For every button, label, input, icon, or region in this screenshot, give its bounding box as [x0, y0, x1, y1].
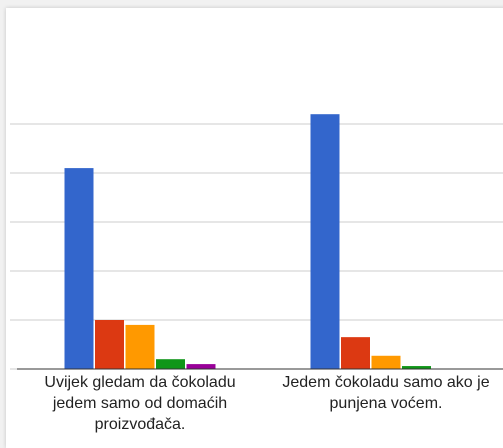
- bar: [186, 364, 216, 369]
- bar: [64, 168, 94, 369]
- bar: [341, 337, 370, 369]
- x-tick-label: Uvijek gledam da čokoladu jedem samo od …: [44, 374, 236, 433]
- bar: [95, 320, 124, 369]
- bar: [125, 324, 155, 369]
- bar: [402, 366, 431, 369]
- bar: [371, 355, 401, 369]
- bar: [310, 114, 340, 369]
- x-tick-label: Jedem čokoladu samo ako je punjena voćem…: [282, 374, 490, 412]
- bar: [156, 359, 185, 369]
